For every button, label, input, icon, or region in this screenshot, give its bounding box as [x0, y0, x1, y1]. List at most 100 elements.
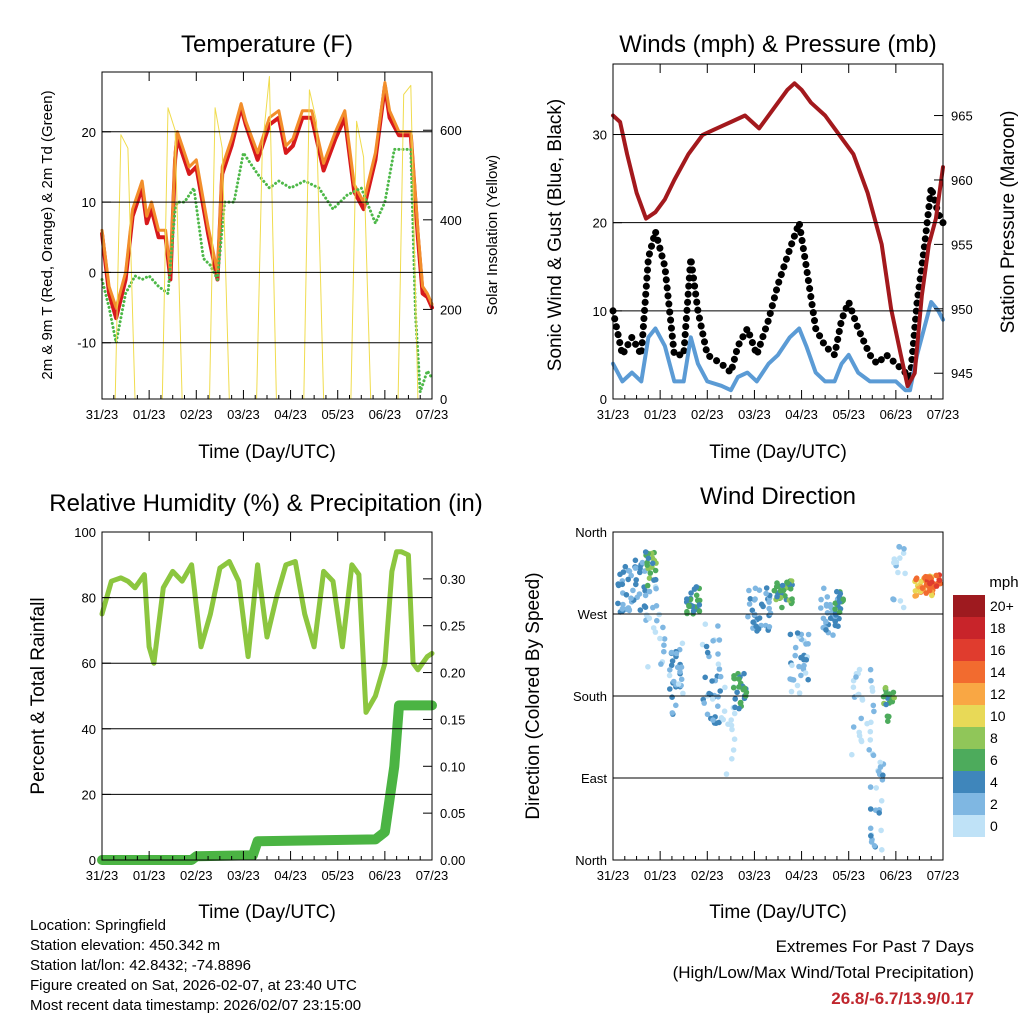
direction-point — [929, 592, 935, 599]
direction-point — [859, 697, 866, 703]
direction-point — [628, 572, 634, 579]
direction-point — [853, 674, 859, 680]
direction-point — [652, 567, 659, 574]
direction-point — [891, 596, 897, 603]
direction-point — [710, 717, 716, 723]
colorbar-swatch — [953, 815, 985, 837]
direction-point — [622, 563, 629, 570]
direction-point — [766, 605, 772, 612]
direction-point — [633, 577, 639, 583]
direction-point — [777, 588, 784, 594]
direction-point — [805, 631, 812, 638]
winds-series — [609, 81, 947, 393]
direction-point — [867, 728, 874, 735]
direction-point — [801, 662, 807, 669]
direction-point — [715, 661, 722, 667]
direction-point — [919, 585, 926, 591]
direction-point — [824, 594, 831, 600]
direction-point — [880, 772, 886, 778]
direction-xtick-label: 02/23 — [691, 868, 724, 883]
direction-point — [893, 559, 900, 566]
colorbar-swatch — [953, 661, 985, 683]
winds-xlabel: Time (Day/UTC) — [709, 442, 847, 463]
direction-point — [832, 600, 839, 606]
winds-xtick-label: 05/23 — [832, 407, 865, 422]
direction-point — [730, 684, 737, 691]
direction-point — [728, 722, 735, 729]
direction-point — [626, 568, 633, 574]
winds-y2tick-label: 965 — [951, 109, 973, 124]
direction-point — [619, 581, 626, 588]
direction-point — [794, 682, 801, 689]
colorbar-label: 14 — [990, 664, 1006, 680]
temperature-xlabel: Time (Day/UTC) — [198, 442, 336, 463]
direction-point — [774, 593, 780, 600]
winds-y2label: Station Pressure (Maroon) — [998, 111, 1019, 334]
temperature-y2tick-label: 0 — [440, 392, 447, 407]
temperature-series-2m-td — [100, 147, 434, 394]
humidity-y2tick-label: 0.00 — [440, 853, 465, 868]
direction-point — [879, 847, 885, 853]
direction-point — [615, 581, 621, 587]
direction-point — [669, 694, 675, 700]
direction-point — [752, 596, 758, 602]
winds-xtick-label: 01/23 — [644, 407, 677, 422]
direction-title: Wind Direction — [700, 483, 856, 510]
direction-point — [669, 658, 676, 664]
direction-point — [763, 590, 769, 597]
direction-point — [731, 736, 738, 742]
direction-point — [730, 747, 737, 753]
direction-point — [796, 690, 803, 696]
winds-xtick-label: 07/23 — [927, 407, 960, 422]
direction-point — [878, 798, 885, 804]
direction-point — [867, 666, 874, 673]
direction-point — [745, 613, 751, 620]
direction-point — [746, 587, 752, 594]
colorbar-swatch — [953, 617, 985, 639]
direction-point — [649, 560, 656, 567]
direction-point — [709, 678, 715, 684]
direction-point — [667, 686, 673, 692]
direction-point — [787, 586, 794, 592]
direction-point — [693, 592, 700, 599]
direction-point — [732, 696, 738, 702]
direction-point — [657, 635, 663, 642]
direction-point — [876, 810, 882, 816]
humidity-panel: Relative Humidity (%) & Precipitation (i… — [28, 490, 483, 923]
direction-point — [652, 629, 659, 635]
direction-point — [866, 747, 872, 753]
temperature-ytick-label: -10 — [77, 336, 96, 351]
humidity-xtick-label: 05/23 — [321, 868, 354, 883]
direction-point — [784, 580, 791, 586]
colorbar-swatch — [953, 683, 985, 705]
humidity-ylabel: Percent & Total Rainfall — [28, 597, 49, 794]
direction-point — [753, 623, 759, 630]
direction-point — [696, 597, 703, 604]
direction-point — [717, 688, 723, 694]
direction-point — [900, 550, 907, 556]
direction-point — [834, 588, 840, 595]
elevation-text: Station elevation: 450.342 m — [30, 937, 221, 954]
direction-point — [870, 752, 877, 759]
direction-point — [789, 662, 795, 669]
direction-point — [883, 701, 889, 708]
humidity-y2tick-label: 0.15 — [440, 712, 465, 727]
direction-point — [626, 607, 633, 614]
direction-point — [900, 604, 907, 611]
direction-point — [771, 587, 778, 594]
direction-point — [680, 690, 686, 697]
direction-point — [625, 576, 631, 583]
humidity-xlabel: Time (Day/UTC) — [198, 902, 336, 923]
winds-grid — [613, 134, 943, 312]
colorbar-swatch — [953, 727, 985, 749]
humidity-y2tick-label: 0.10 — [440, 759, 465, 774]
direction-point — [880, 693, 887, 700]
temperature-y2tick-label: 200 — [440, 302, 462, 317]
direction-point — [723, 771, 730, 777]
direction-point — [666, 672, 673, 679]
direction-xtick-label: 03/23 — [738, 868, 771, 883]
direction-point — [913, 575, 920, 581]
direction-point — [805, 676, 811, 683]
direction-point — [653, 585, 659, 592]
direction-point — [897, 598, 904, 604]
